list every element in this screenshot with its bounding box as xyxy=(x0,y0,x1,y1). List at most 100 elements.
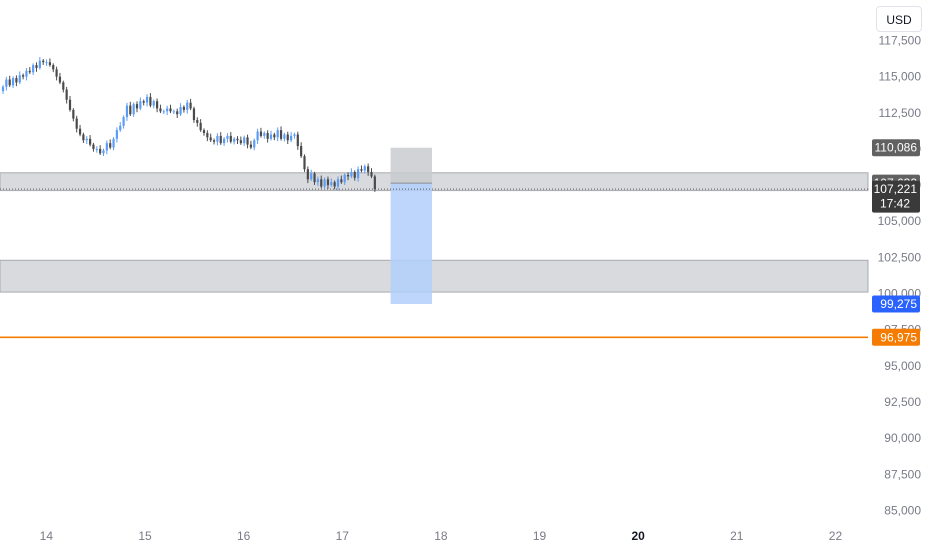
candle xyxy=(48,58,51,67)
candle xyxy=(52,63,55,73)
candle-body xyxy=(256,131,259,141)
candle xyxy=(55,66,58,81)
candle-body xyxy=(135,104,139,109)
candle-body xyxy=(212,140,216,142)
candle xyxy=(72,108,75,122)
candle-body xyxy=(119,125,122,131)
candle-body xyxy=(78,128,82,135)
candle xyxy=(273,132,276,141)
candle-body xyxy=(159,108,162,112)
candle xyxy=(209,133,212,142)
candle-body xyxy=(89,138,92,145)
candle-body xyxy=(326,179,330,186)
x-tick-label: 21 xyxy=(730,529,744,543)
candle-body xyxy=(38,60,41,68)
x-tick-label: 17 xyxy=(336,529,350,543)
x-tick-label: 16 xyxy=(237,529,251,543)
candle-body xyxy=(65,89,68,100)
candle xyxy=(162,109,165,115)
candle xyxy=(370,168,373,179)
candle-body xyxy=(15,78,18,83)
candle-body xyxy=(223,138,226,144)
sr-zone-1 xyxy=(0,172,869,192)
candle-body xyxy=(239,140,242,144)
candle-body xyxy=(142,101,145,103)
price-label: 99,275 xyxy=(872,295,920,313)
price-axis[interactable]: 117,500115,000112,500110,000107,500105,0… xyxy=(878,33,922,517)
candle xyxy=(169,104,172,114)
candle xyxy=(152,99,155,109)
candle xyxy=(192,106,196,123)
y-tick-label: 105,000 xyxy=(878,214,922,228)
candle-body xyxy=(363,166,366,171)
candle xyxy=(82,132,85,144)
candle xyxy=(223,137,226,146)
candle-body xyxy=(189,102,192,109)
candle-body xyxy=(169,108,172,112)
candle xyxy=(246,134,249,149)
price-label-text: 96,975 xyxy=(880,330,917,344)
candle xyxy=(109,139,112,150)
price-label-text: 107,221 xyxy=(874,182,918,196)
candle-body xyxy=(300,146,303,157)
candle-body xyxy=(360,169,363,171)
candle-body xyxy=(367,166,370,173)
candle-body xyxy=(266,133,269,139)
x-tick-label: 14 xyxy=(40,529,54,543)
y-tick-label: 87,500 xyxy=(884,467,921,481)
candle-body xyxy=(243,137,246,144)
candle-body xyxy=(296,134,299,147)
candle xyxy=(316,176,319,186)
candle-body xyxy=(122,117,125,126)
price-label-bg xyxy=(872,295,920,313)
candle-body xyxy=(112,138,115,148)
candle-body xyxy=(236,138,239,141)
candle xyxy=(263,131,266,139)
candle-body xyxy=(179,107,182,115)
candle xyxy=(176,108,179,118)
candle xyxy=(115,127,118,143)
candle xyxy=(129,101,132,116)
candle xyxy=(236,136,239,145)
x-tick-label: 19 xyxy=(533,529,547,543)
x-tick-label: 22 xyxy=(829,529,843,543)
candle xyxy=(186,99,189,114)
candle xyxy=(159,104,162,114)
candle xyxy=(112,137,115,151)
candle xyxy=(189,98,192,111)
time-axis[interactable]: 14 15 16 17 18 19 20 21 22 xyxy=(40,529,843,543)
candle-body xyxy=(152,101,155,106)
x-tick-label: 15 xyxy=(138,529,152,543)
candle-body xyxy=(259,131,263,136)
y-tick-label: 92,500 xyxy=(884,395,921,409)
candle-body xyxy=(206,133,209,138)
candle xyxy=(233,137,236,145)
y-tick-label: 95,000 xyxy=(884,359,921,373)
candle xyxy=(125,102,129,121)
candle-body xyxy=(115,130,118,139)
candle xyxy=(346,172,350,181)
price-label-text: 99,275 xyxy=(880,297,917,311)
candle-body xyxy=(246,137,249,145)
candle xyxy=(229,132,232,144)
candle xyxy=(253,138,256,151)
candle xyxy=(58,72,62,85)
candle xyxy=(15,75,18,87)
candle-body xyxy=(58,76,62,83)
candle-body xyxy=(263,133,266,136)
candle-body xyxy=(105,143,108,151)
candle-body xyxy=(102,150,105,154)
candle xyxy=(25,68,28,81)
candle xyxy=(75,115,78,133)
candle xyxy=(172,109,175,115)
candle-body xyxy=(303,156,306,170)
short-position-tool[interactable] xyxy=(390,147,433,305)
candlestick-series xyxy=(1,56,376,192)
candle xyxy=(340,175,343,184)
candle-body xyxy=(336,179,340,187)
candle-body xyxy=(249,144,252,148)
candle xyxy=(343,173,346,185)
candle xyxy=(119,122,122,132)
currency-button[interactable]: USD xyxy=(876,6,922,32)
